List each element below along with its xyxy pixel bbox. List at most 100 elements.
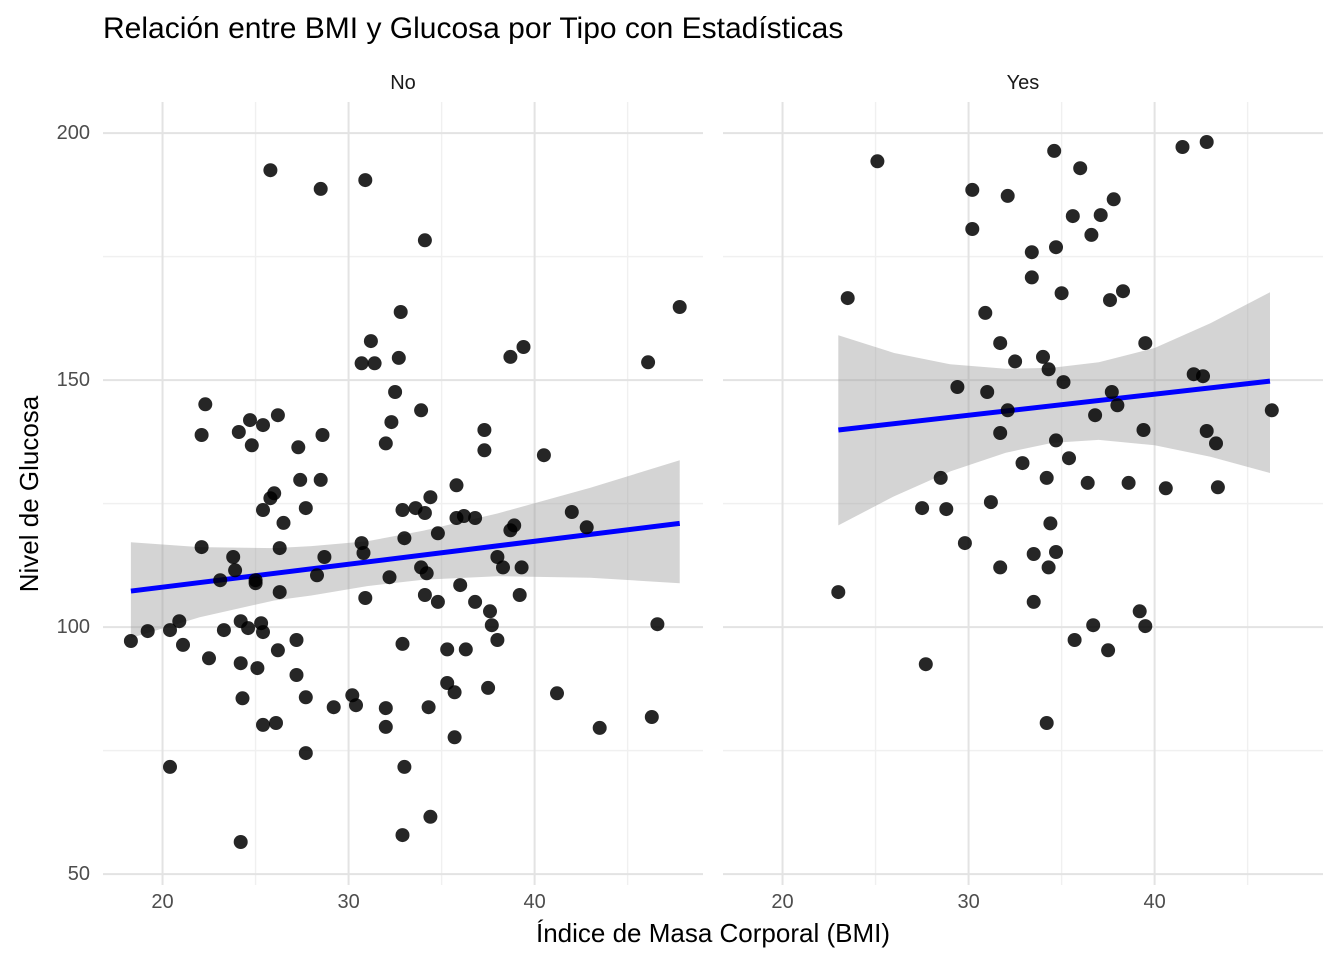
data-point [1000,188,1015,203]
data-point [163,759,177,774]
data-point [414,403,429,418]
facet-panel-no [103,102,703,885]
data-point [1093,208,1108,223]
data-point [483,604,497,619]
data-point [957,536,972,551]
data-point [477,443,492,458]
x-tick-label: 40 [1143,891,1166,913]
data-point [490,633,505,647]
data-point [507,518,522,533]
data-point [382,570,397,585]
data-point [1041,560,1056,575]
data-point [1080,475,1095,490]
y-tick-label: 100 [56,616,90,639]
data-point [176,637,190,652]
data-point [198,397,213,412]
y-tick-label: 200 [56,122,90,145]
data-point [421,700,436,715]
data-point [456,509,471,523]
data-point [358,591,373,605]
data-point [1065,209,1080,224]
data-point [481,680,496,695]
data-point [349,698,363,713]
data-point [272,585,287,600]
x-tick-label: 30 [337,891,360,913]
data-point [417,506,432,520]
data-point [233,835,248,849]
data-point [1039,716,1054,730]
data-point [514,560,529,575]
data-point [393,305,408,319]
data-point [1138,336,1153,351]
data-point [831,585,846,600]
data-point [313,181,328,196]
data-point [397,531,412,546]
data-point [503,349,518,364]
data-point [163,623,177,638]
data-point [244,438,259,453]
data-point [417,588,432,602]
data-point [291,440,306,455]
x-tick-label: 30 [957,891,980,913]
data-point [419,566,434,581]
data-point [256,625,270,640]
data-point [1043,516,1058,531]
data-point [468,511,483,525]
x-tick-label: 40 [523,891,546,913]
data-point [289,633,304,647]
data-point [564,505,579,519]
data-point [250,661,265,676]
data-point [243,413,257,428]
data-point [367,356,382,371]
data-point [1073,161,1088,176]
data-point [1175,140,1190,154]
data-point [650,617,665,632]
data-point [918,657,933,672]
plot-title: Relación entre BMI y Glucosa por Tipo co… [103,12,844,45]
data-point [270,643,285,658]
data-point [248,576,263,591]
data-point [983,495,998,510]
data-point [1036,349,1050,364]
data-point [453,578,468,593]
data-point [1210,480,1225,495]
data-point [447,730,462,745]
data-point [1196,369,1210,384]
data-point [550,686,564,701]
data-point [644,710,659,724]
data-point [194,540,209,555]
data-point [1049,240,1063,255]
data-point [1106,192,1121,207]
data-point [1024,270,1039,285]
data-point [477,423,492,437]
data-point [1024,245,1039,260]
data-point [1008,354,1023,369]
data-point [1056,375,1071,390]
data-point [933,470,948,485]
data-point [194,428,209,442]
data-point [358,173,373,188]
data-point [1067,633,1082,647]
data-point [356,546,371,560]
data-point [1047,143,1062,158]
data-point [1101,643,1116,658]
data-point [978,305,993,320]
data-point [1015,456,1030,471]
data-point [915,501,930,516]
data-point [1158,481,1173,496]
data-point [263,491,278,506]
facet-strip-no: No [390,72,416,94]
data-point [1264,403,1279,418]
data-point [256,503,270,517]
data-point [256,717,270,732]
data-point [1104,385,1119,399]
data-point [870,154,885,169]
data-point [430,526,445,541]
data-point [965,182,980,197]
x-tick-label: 20 [151,891,174,913]
data-point [231,425,246,439]
facet-panel-yes [723,102,1323,885]
data-point [395,828,410,843]
facet-strip-yes: Yes [1006,72,1040,94]
data-point [1132,604,1147,619]
